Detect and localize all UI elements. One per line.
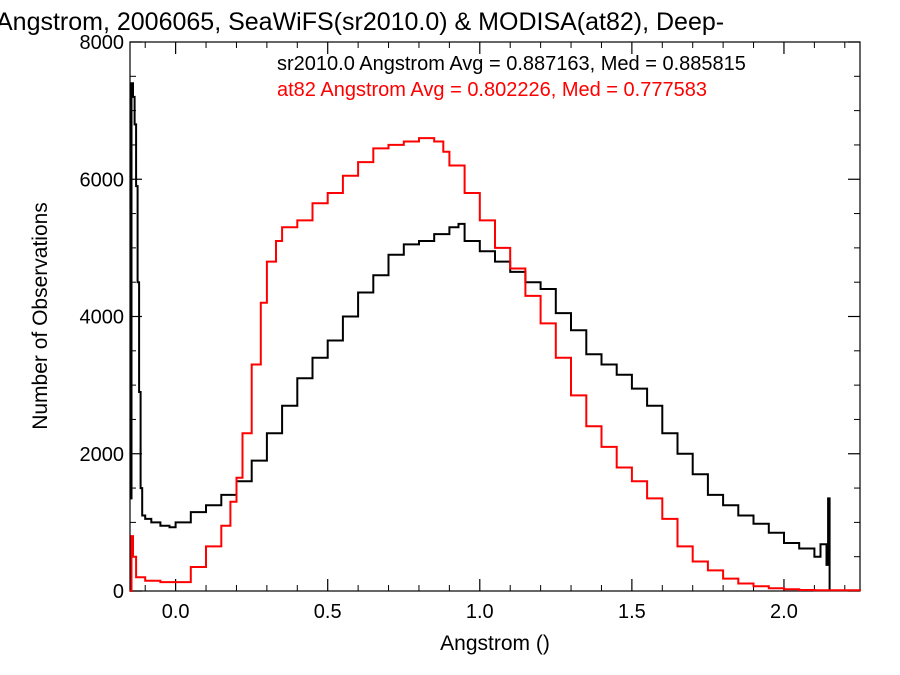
y-tick-label: 8000 — [80, 32, 125, 54]
series-group — [130, 82, 861, 592]
y-tick-label: 6000 — [80, 169, 125, 191]
series-line-at82 — [130, 137, 861, 592]
legend-at82: at82 Angstrom Avg = 0.802226, Med = 0.77… — [277, 79, 707, 101]
x-tick-label: 1.5 — [618, 601, 646, 623]
legend-sr2010: sr2010.0 Angstrom Avg = 0.887163, Med = … — [277, 53, 746, 75]
y-axis: 0 2000 4000 6000 8000 — [80, 32, 860, 603]
x-tick-label: 0.5 — [314, 601, 342, 623]
x-axis-label: Angstrom () — [440, 632, 550, 655]
series-line-sr2010.0 — [130, 82, 831, 591]
chart-title: Angstrom, 2006065, SeaWiFS(sr2010.0) & M… — [0, 8, 725, 36]
plot-frame — [129, 41, 861, 592]
y-tick-label: 0 — [113, 581, 124, 603]
x-tick-label: 1.0 — [466, 601, 494, 623]
x-tick-label: 0.0 — [162, 601, 190, 623]
y-tick-label: 4000 — [80, 307, 125, 329]
x-tick-label: 2.0 — [770, 601, 798, 623]
plot-border — [129, 41, 861, 592]
y-axis-label: Number of Observations — [29, 202, 52, 430]
y-tick-label: 2000 — [80, 444, 125, 466]
x-axis: 0.0 0.5 1.0 1.5 2.0 — [144, 42, 846, 623]
